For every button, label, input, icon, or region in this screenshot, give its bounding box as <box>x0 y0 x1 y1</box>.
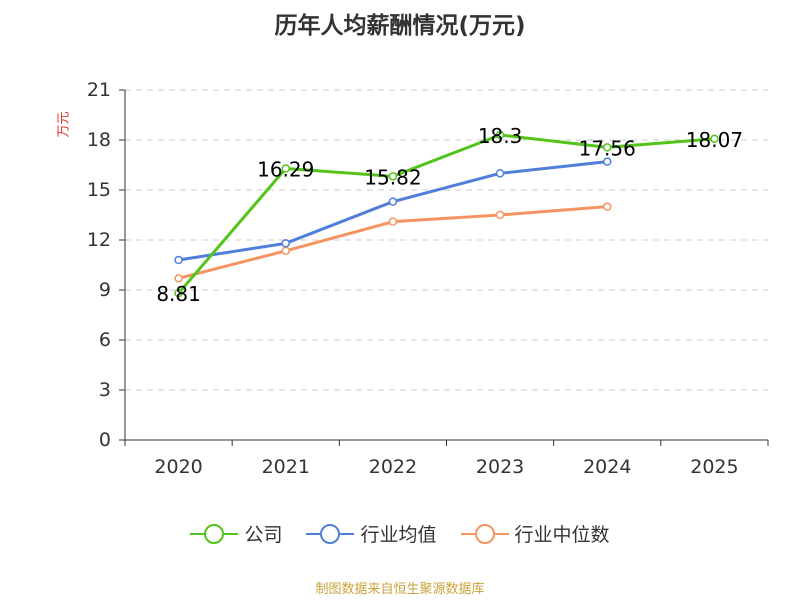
data-point <box>174 274 183 283</box>
data-point <box>603 143 612 152</box>
legend-label: 公司 <box>244 524 283 546</box>
data-point <box>495 210 505 220</box>
data-label: 17.56 <box>579 136 636 160</box>
data-point <box>495 169 505 178</box>
y-tick-label: 12 <box>87 229 111 251</box>
chart-legend: 公司 行业均值 行业中位数 <box>0 520 800 547</box>
legend-item[interactable]: 行业均值 <box>306 520 437 547</box>
data-point <box>174 255 183 265</box>
data-point <box>174 288 183 298</box>
chart-title: 历年人均薪酬情况(万元) <box>274 13 526 39</box>
data-label: 8.81 <box>156 282 201 306</box>
x-tick-label: 2021 <box>262 456 310 478</box>
data-point <box>388 197 398 206</box>
source-note: 制图数据来自恒生聚源数据库 <box>315 582 485 597</box>
x-tick-label: 2022 <box>369 456 417 478</box>
data-point <box>388 172 398 181</box>
legend-item[interactable]: 公司 <box>190 520 282 547</box>
legend-label: 行业中位数 <box>514 524 610 546</box>
y-tick-label: 9 <box>99 279 111 301</box>
x-tick-label: 2020 <box>154 456 202 478</box>
data-label: 15.82 <box>364 165 421 189</box>
y-tick-label: 6 <box>99 329 111 351</box>
legend-label: 行业均值 <box>360 524 437 546</box>
data-label: 18.07 <box>686 128 743 152</box>
x-tick-label: 2023 <box>476 456 524 478</box>
y-tick-label: 18 <box>87 129 111 151</box>
data-point <box>495 130 505 140</box>
data-point <box>603 157 612 166</box>
data-point <box>710 134 719 144</box>
legend-item[interactable]: 行业中位数 <box>460 520 610 547</box>
data-point <box>388 217 398 226</box>
legend-marker-icon <box>460 523 509 544</box>
data-point <box>281 246 290 256</box>
y-tick-label: 3 <box>99 379 111 401</box>
series-line <box>177 133 715 295</box>
legend-marker-icon <box>190 523 239 544</box>
data-point <box>281 239 290 248</box>
data-point <box>281 164 290 173</box>
x-tick-label: 2025 <box>690 456 738 478</box>
x-tick-label: 2024 <box>583 456 631 478</box>
legend-marker-icon <box>306 523 355 544</box>
y-tick-label: 15 <box>87 179 111 201</box>
data-point <box>603 202 612 211</box>
y-tick-label: 21 <box>87 79 111 101</box>
data-label: 18.3 <box>478 124 523 148</box>
y-tick-label: 0 <box>99 429 111 451</box>
data-label: 16.29 <box>257 158 314 182</box>
